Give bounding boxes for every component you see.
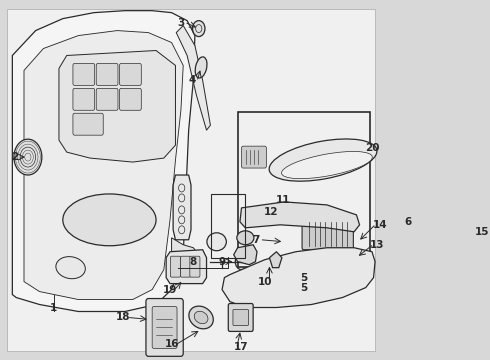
Ellipse shape bbox=[237, 231, 254, 245]
Text: 7: 7 bbox=[252, 235, 260, 245]
Text: 20: 20 bbox=[365, 143, 379, 153]
FancyBboxPatch shape bbox=[120, 88, 141, 110]
Text: 14: 14 bbox=[372, 220, 387, 230]
Text: 19: 19 bbox=[163, 284, 177, 294]
Text: 2: 2 bbox=[11, 152, 18, 162]
Polygon shape bbox=[234, 245, 257, 265]
Text: 6: 6 bbox=[405, 217, 412, 227]
FancyBboxPatch shape bbox=[152, 306, 177, 348]
Text: 11: 11 bbox=[275, 195, 290, 205]
FancyBboxPatch shape bbox=[190, 256, 200, 277]
Ellipse shape bbox=[269, 139, 377, 181]
Ellipse shape bbox=[194, 311, 208, 324]
Polygon shape bbox=[12, 11, 195, 311]
FancyBboxPatch shape bbox=[96, 63, 118, 85]
Polygon shape bbox=[24, 31, 183, 300]
Text: 15: 15 bbox=[475, 227, 490, 237]
Text: 9: 9 bbox=[219, 257, 225, 267]
FancyBboxPatch shape bbox=[146, 298, 183, 356]
Polygon shape bbox=[59, 50, 175, 162]
Polygon shape bbox=[243, 207, 267, 225]
FancyBboxPatch shape bbox=[302, 218, 353, 250]
Text: 5: 5 bbox=[300, 283, 307, 293]
Text: 3: 3 bbox=[177, 18, 185, 28]
Text: 16: 16 bbox=[164, 339, 179, 349]
FancyBboxPatch shape bbox=[73, 63, 95, 85]
Circle shape bbox=[235, 254, 248, 270]
Text: 10: 10 bbox=[258, 276, 272, 287]
Polygon shape bbox=[173, 175, 191, 240]
Text: 18: 18 bbox=[116, 312, 131, 323]
Polygon shape bbox=[172, 238, 199, 275]
FancyBboxPatch shape bbox=[242, 146, 267, 168]
Polygon shape bbox=[176, 26, 210, 130]
Text: 12: 12 bbox=[264, 207, 278, 217]
Ellipse shape bbox=[195, 57, 207, 78]
Polygon shape bbox=[270, 252, 282, 268]
Ellipse shape bbox=[189, 306, 213, 329]
FancyBboxPatch shape bbox=[238, 112, 369, 267]
Polygon shape bbox=[240, 202, 360, 232]
Circle shape bbox=[193, 21, 205, 37]
FancyBboxPatch shape bbox=[73, 113, 103, 135]
FancyBboxPatch shape bbox=[120, 63, 141, 85]
FancyBboxPatch shape bbox=[233, 310, 248, 325]
FancyBboxPatch shape bbox=[228, 303, 253, 332]
Text: 5: 5 bbox=[300, 273, 307, 283]
Text: 8: 8 bbox=[190, 257, 197, 267]
Polygon shape bbox=[166, 250, 207, 284]
FancyBboxPatch shape bbox=[96, 88, 118, 110]
Text: 1: 1 bbox=[50, 302, 57, 312]
Ellipse shape bbox=[63, 194, 156, 246]
Polygon shape bbox=[222, 248, 375, 307]
FancyBboxPatch shape bbox=[171, 256, 180, 277]
Text: 17: 17 bbox=[234, 342, 249, 352]
Text: 4: 4 bbox=[189, 75, 196, 85]
Text: 13: 13 bbox=[370, 240, 385, 250]
Ellipse shape bbox=[282, 152, 372, 179]
FancyBboxPatch shape bbox=[7, 9, 375, 351]
Ellipse shape bbox=[56, 257, 85, 279]
FancyBboxPatch shape bbox=[73, 88, 95, 110]
Circle shape bbox=[14, 139, 42, 175]
FancyBboxPatch shape bbox=[180, 256, 191, 277]
Ellipse shape bbox=[207, 233, 226, 251]
